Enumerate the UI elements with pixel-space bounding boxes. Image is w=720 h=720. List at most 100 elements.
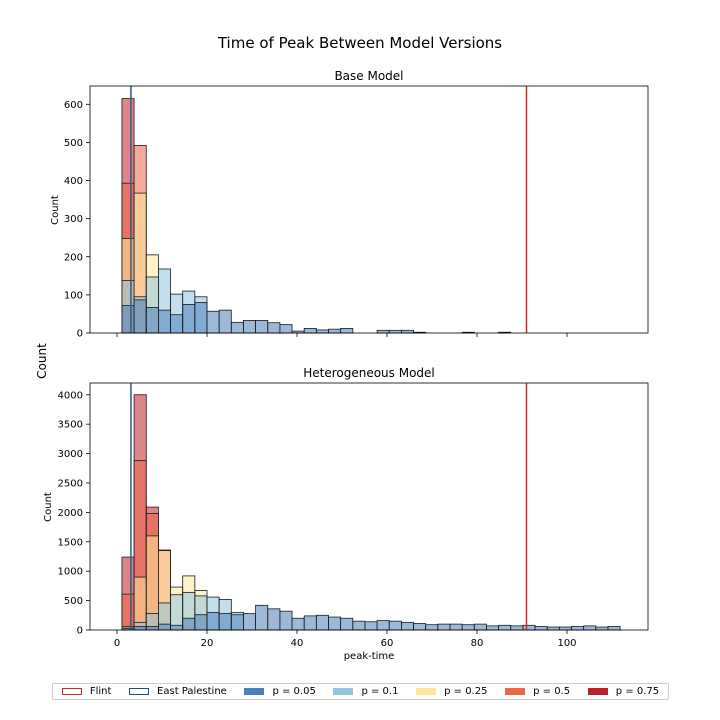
y-tick-label: 0 [77, 626, 83, 637]
heterogeneous-model-title: Heterogeneous Model [303, 366, 435, 380]
histogram-bar [595, 626, 609, 631]
x-tick-label: 100 [557, 638, 576, 649]
legend-label-p005: p = 0.05 [272, 686, 316, 697]
histogram-bar [328, 328, 342, 334]
histogram-bar [243, 320, 256, 334]
histogram-bar [145, 307, 159, 334]
legend-label-p05: p = 0.5 [533, 686, 571, 697]
legend: Flint East Palestine p = 0.05 p = 0.1 p … [52, 683, 669, 700]
y-tick-label: 4000 [58, 390, 83, 401]
histogram-bar [303, 615, 317, 631]
histogram-bar [157, 309, 171, 334]
histogram-bar [182, 617, 196, 631]
histogram-bar [230, 614, 244, 631]
histogram-bar [218, 309, 232, 334]
base-model-panel: Base Model Count 0 100 200 300 400 500 600 [50, 69, 649, 340]
histogram-bar [133, 299, 147, 334]
histogram-bar [133, 626, 147, 631]
y-tick-label: 1000 [58, 567, 83, 578]
x-tick-label: 80 [471, 638, 484, 649]
x-tick-label: 60 [381, 638, 394, 649]
legend-swatch-p01 [333, 688, 354, 695]
heterogeneous-model-plot: 0 500 1000 1500 2000 2500 3000 3500 4000 0 20 40 60 8… [58, 382, 649, 649]
histogram-bar [145, 626, 159, 631]
histogram-bar [425, 624, 439, 631]
histogram-bar [170, 594, 184, 631]
y-tick-label: 2000 [58, 508, 83, 519]
histogram-bar [170, 624, 184, 631]
histogram-bar [400, 621, 414, 631]
histogram-bar [340, 328, 354, 334]
histogram-bar [315, 614, 329, 631]
histogram-bar [255, 320, 269, 334]
histogram-bar [218, 613, 232, 631]
histogram-bar [352, 620, 366, 631]
x-tick-label: 40 [291, 638, 304, 649]
y-tick-label: 500 [64, 138, 83, 149]
histogram-bar [546, 626, 560, 631]
histogram-bar [206, 611, 220, 631]
legend-swatch-east-palestine [129, 688, 150, 695]
y-tick-label: 500 [64, 596, 83, 607]
base-model-title: Base Model [334, 69, 403, 83]
histogram-bar [315, 329, 329, 334]
histogram-bar [486, 625, 500, 631]
y-tick-label: 0 [77, 329, 83, 340]
y-tick-label: 3000 [58, 449, 83, 460]
y-tick-label: 300 [64, 214, 83, 225]
x-tick-label: 0 [114, 638, 120, 649]
series-p-0-05 [121, 299, 512, 334]
histogram-bar [534, 626, 548, 631]
histogram-bar [437, 623, 451, 631]
legend-swatch-flint [61, 688, 82, 695]
histogram-bar [267, 608, 281, 631]
plot-frame [89, 85, 649, 334]
histogram-bar [376, 620, 390, 631]
legend-label-flint: Flint [89, 686, 112, 697]
histogram-bar [340, 617, 354, 631]
histogram-bar [558, 626, 572, 631]
histogram-bar [194, 614, 208, 631]
y-tick-label: 100 [64, 290, 83, 301]
heterogeneous-model-y-label: Count [43, 492, 54, 522]
histogram-bar [413, 623, 427, 631]
histogram-bar [206, 310, 220, 334]
legend-swatch-p05 [505, 688, 526, 695]
histogram-bar [291, 617, 305, 631]
legend-swatch-p005 [244, 688, 265, 695]
legend-item-p05: p = 0.5 [505, 686, 570, 697]
y-tick-label: 400 [64, 176, 83, 187]
base-model-y-label: Count [50, 195, 61, 225]
y-tick-label: 1500 [58, 537, 83, 548]
histogram-bar [376, 329, 390, 334]
legend-label-p025: p = 0.25 [444, 686, 488, 697]
histogram-bar [157, 623, 171, 631]
x-tick-label: 20 [201, 638, 214, 649]
legend-item-flint: Flint [61, 686, 112, 697]
legend-label-p01: p = 0.1 [361, 686, 399, 697]
histogram-bar [498, 624, 512, 631]
x-axis-label: peak-time [344, 651, 395, 662]
histogram-bar [388, 329, 402, 334]
histogram-bar [583, 625, 597, 631]
legend-item-p005: p = 0.05 [244, 686, 316, 697]
series-p-0-05 [121, 604, 621, 631]
base-model-plot: 0 100 200 300 400 500 600 [64, 85, 649, 340]
plot-frame [89, 382, 649, 631]
histogram-bar [607, 626, 621, 631]
legend-swatch-p025 [416, 688, 437, 695]
histogram-bar [400, 329, 414, 334]
heterogeneous-model-panel: Heterogeneous Model Count 05001000150020… [43, 366, 649, 662]
legend-item-p075: p = 0.75 [587, 686, 660, 697]
histogram-bar [279, 324, 293, 334]
shared-y-label: Count [35, 343, 49, 379]
histogram-bar [182, 304, 196, 334]
histogram-bar [121, 305, 135, 334]
legend-label-p075: p = 0.75 [615, 686, 660, 697]
histogram-bar [121, 593, 135, 631]
legend-item-p01: p = 0.1 [333, 686, 398, 697]
histogram-bar [328, 616, 342, 631]
histogram-bar [461, 624, 475, 631]
histogram-bar [449, 623, 463, 631]
